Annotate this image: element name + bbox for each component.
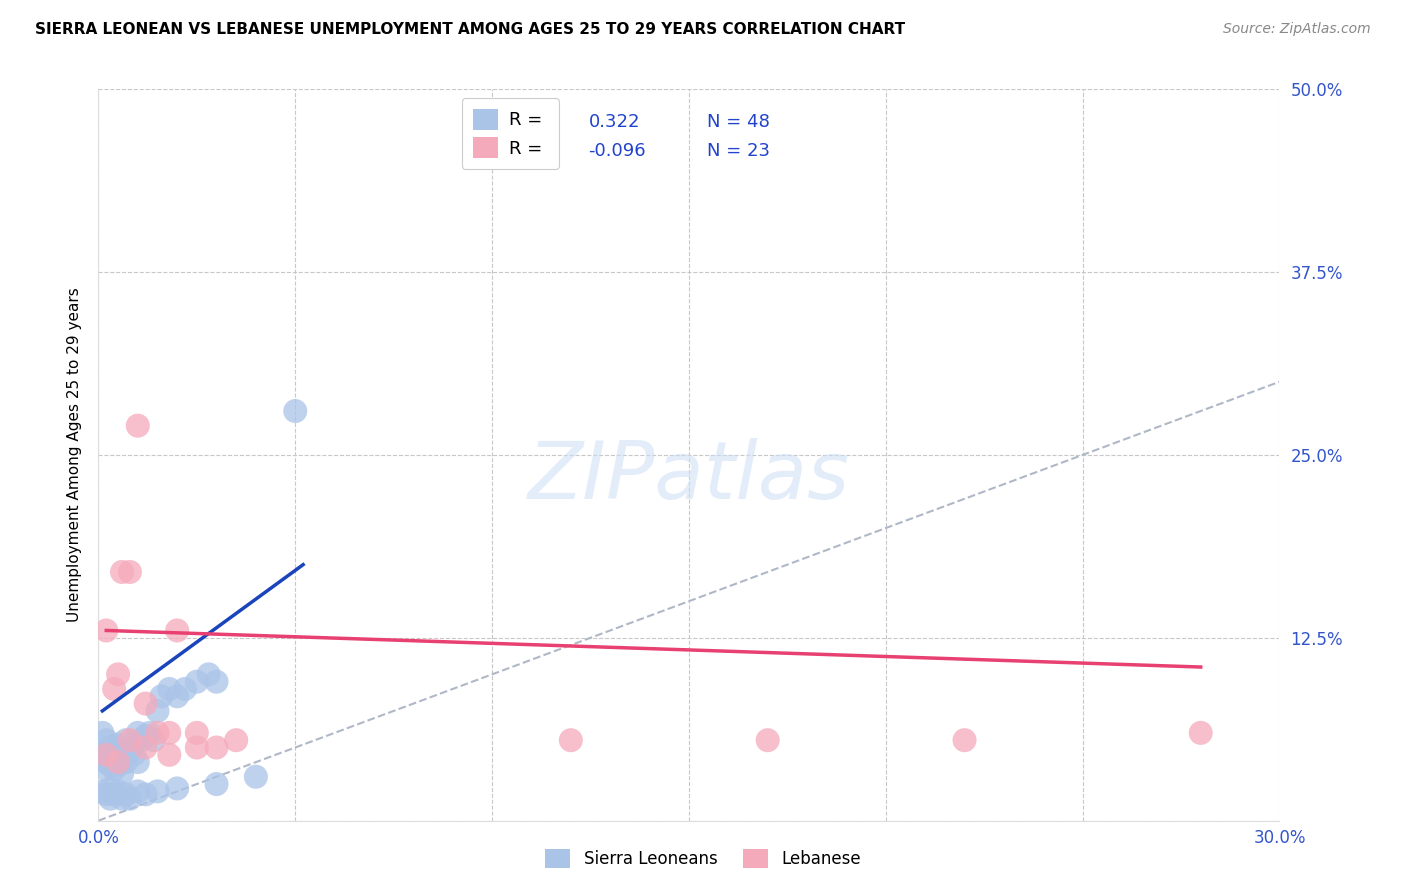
Point [146,704,169,718]
Point [142,733,165,747]
Point [96,624,118,638]
Point [284,404,307,418]
Point [138,726,160,740]
Point [127,755,149,769]
Point [157,747,180,762]
Text: N = 48: N = 48 [707,113,769,131]
Text: Source: ZipAtlas.com: Source: ZipAtlas.com [1223,22,1371,37]
Point [98,781,121,796]
Point [111,791,134,805]
Point [98,791,121,805]
Point [115,787,138,801]
Point [135,787,157,801]
Point [115,733,138,747]
Point [107,755,129,769]
Point [107,738,129,752]
Point [103,763,125,777]
Point [98,740,121,755]
Point [953,733,976,747]
Point [245,770,267,784]
Point [91,747,114,762]
Point [157,681,180,696]
Point [111,767,134,781]
Point [91,726,114,740]
Point [166,690,188,704]
Text: -0.096: -0.096 [589,143,647,161]
Point [107,667,129,681]
Point [118,565,141,579]
Point [115,755,138,769]
Point [197,667,219,681]
Point [186,674,208,689]
Point [127,784,149,798]
Point [1189,726,1212,740]
Y-axis label: Unemployment Among Ages 25 to 29 years: Unemployment Among Ages 25 to 29 years [67,287,83,623]
Point [166,781,188,796]
Point [146,784,169,798]
Point [103,681,125,696]
Point [225,733,247,747]
Point [103,787,125,801]
Point [205,674,228,689]
Point [103,743,125,757]
Point [96,787,118,801]
Point [98,752,121,766]
Point [166,624,188,638]
Point [127,418,149,433]
Legend: Sierra Leoneans, Lebanese: Sierra Leoneans, Lebanese [538,842,868,875]
Point [205,777,228,791]
Point [91,784,114,798]
Text: SIERRA LEONEAN VS LEBANESE UNEMPLOYMENT AMONG AGES 25 TO 29 YEARS CORRELATION CH: SIERRA LEONEAN VS LEBANESE UNEMPLOYMENT … [35,22,905,37]
Text: N = 23: N = 23 [707,143,769,161]
Point [174,681,197,696]
Legend: R = , R = : R = , R = [461,98,558,169]
Point [122,747,145,762]
Point [118,791,141,805]
Point [107,784,129,798]
Point [146,726,169,740]
Point [135,740,157,755]
Point [131,733,153,747]
Point [96,755,118,769]
Point [157,726,180,740]
Point [135,729,157,743]
Point [96,747,118,762]
Point [205,740,228,755]
Text: ZIPatlas: ZIPatlas [527,438,851,516]
Point [186,740,208,755]
Point [118,743,141,757]
Point [96,733,118,747]
Point [560,733,582,747]
Point [111,747,134,762]
Text: 0.322: 0.322 [589,113,640,131]
Point [111,565,134,579]
Point [150,690,173,704]
Point [756,733,779,747]
Point [135,697,157,711]
Point [107,758,129,772]
Point [127,726,149,740]
Point [98,758,121,772]
Point [186,726,208,740]
Point [96,763,118,777]
Point [118,733,141,747]
